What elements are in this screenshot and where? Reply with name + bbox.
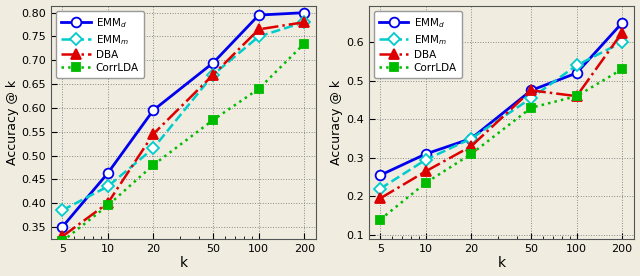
EMM$_m$ [573, 64, 580, 67]
EMM$_d$ [300, 11, 308, 14]
DBA [573, 94, 580, 98]
CorrLDA [376, 218, 384, 221]
Line: EMM$_d$: EMM$_d$ [58, 8, 309, 232]
Line: EMM$_m$: EMM$_m$ [376, 38, 627, 193]
CorrLDA [209, 118, 217, 121]
Line: CorrLDA: CorrLDA [58, 39, 308, 245]
EMM$_d$ [422, 152, 429, 156]
EMM$_d$ [467, 137, 475, 140]
EMM$_m$ [104, 185, 111, 188]
EMM$_m$ [149, 147, 157, 150]
DBA [149, 132, 157, 136]
EMM$_d$ [209, 61, 217, 64]
CorrLDA [527, 106, 535, 109]
DBA [58, 235, 66, 238]
DBA [618, 31, 626, 34]
CorrLDA [573, 94, 580, 98]
CorrLDA [255, 87, 262, 91]
EMM$_d$ [104, 171, 111, 175]
EMM$_m$ [618, 41, 626, 44]
CorrLDA [149, 163, 157, 167]
EMM$_d$ [527, 89, 535, 92]
EMM$_d$ [255, 14, 262, 17]
EMM$_d$ [573, 71, 580, 75]
EMM$_m$ [255, 35, 262, 38]
X-axis label: k: k [497, 256, 506, 270]
DBA [467, 145, 475, 148]
CorrLDA [58, 240, 66, 243]
DBA [300, 20, 308, 24]
EMM$_d$ [618, 21, 626, 25]
Line: DBA: DBA [376, 28, 627, 203]
Line: EMM$_m$: EMM$_m$ [58, 18, 308, 214]
Y-axis label: Accuracy @ k: Accuracy @ k [6, 79, 19, 165]
CorrLDA [422, 181, 429, 185]
CorrLDA [300, 42, 308, 45]
EMM$_m$ [527, 96, 535, 100]
EMM$_m$ [58, 209, 66, 212]
CorrLDA [467, 152, 475, 156]
Legend: EMM$_d$, EMM$_m$, DBA, CorrLDA: EMM$_d$, EMM$_m$, DBA, CorrLDA [56, 11, 144, 78]
EMM$_d$ [58, 225, 66, 229]
EMM$_m$ [422, 158, 429, 161]
DBA [422, 170, 429, 173]
EMM$_m$ [467, 137, 475, 140]
CorrLDA [104, 204, 111, 207]
EMM$_m$ [300, 20, 308, 24]
Line: CorrLDA: CorrLDA [376, 65, 627, 224]
EMM$_m$ [209, 73, 217, 76]
EMM$_d$ [376, 174, 384, 177]
Legend: EMM$_d$, EMM$_m$, DBA, CorrLDA: EMM$_d$, EMM$_m$, DBA, CorrLDA [374, 11, 462, 78]
EMM$_m$ [376, 187, 384, 190]
Y-axis label: Accuracy @ k: Accuracy @ k [330, 79, 344, 165]
Line: EMM$_d$: EMM$_d$ [376, 18, 627, 180]
X-axis label: k: k [179, 256, 188, 270]
DBA [255, 28, 262, 31]
DBA [376, 197, 384, 200]
CorrLDA [618, 68, 626, 71]
EMM$_d$ [149, 109, 157, 112]
DBA [209, 73, 217, 76]
Line: DBA: DBA [58, 17, 309, 241]
DBA [104, 201, 111, 205]
DBA [527, 89, 535, 92]
